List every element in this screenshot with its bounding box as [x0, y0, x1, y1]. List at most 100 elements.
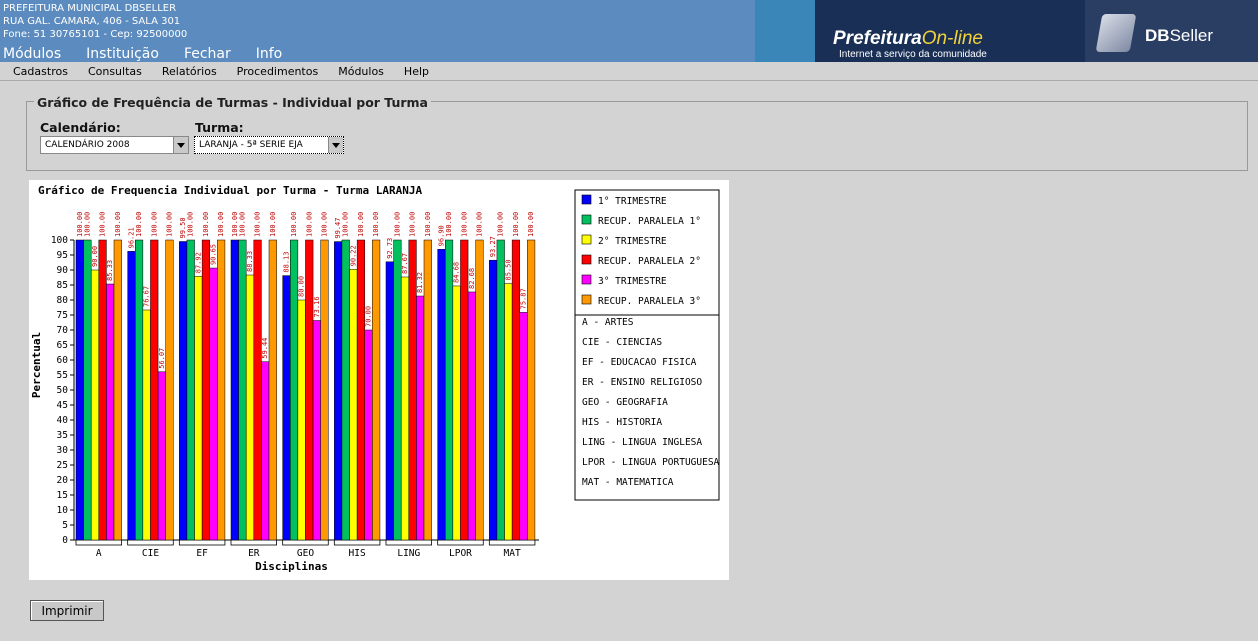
legend-entry: RECUP. PARALELA 1° [598, 216, 701, 227]
data-label: 100.00 [254, 212, 262, 237]
org-name: PREFEITURA MUNICIPAL DBSELLER [3, 3, 177, 14]
bar [527, 239, 536, 541]
data-label: 90.22 [349, 245, 357, 266]
bar [372, 239, 381, 541]
data-label: 56.07 [158, 348, 166, 369]
top-menu-instituicao[interactable]: Instituição [86, 46, 159, 62]
category-base [178, 539, 226, 546]
data-label: 80.00 [298, 276, 306, 297]
turma-label: Turma: [195, 120, 244, 135]
y-tick-label: 20 [57, 475, 69, 486]
data-label: 100.00 [497, 212, 505, 237]
data-label: 96.21 [127, 227, 135, 248]
data-label: 84.68 [453, 262, 461, 283]
data-label: 100.00 [393, 212, 401, 237]
chevron-down-icon[interactable] [173, 137, 188, 153]
legend-entry: 2° TRIMESTRE [598, 236, 667, 247]
bar [437, 249, 446, 541]
print-button[interactable]: Imprimir [30, 600, 104, 621]
bar [452, 285, 461, 541]
x-tick-label: HIS [349, 548, 366, 559]
x-tick-label: ER [248, 548, 260, 559]
bar [194, 275, 203, 541]
fieldset-legend: Gráfico de Frequência de Turmas - Indivi… [34, 95, 431, 110]
legend-swatch [581, 194, 592, 205]
bar [113, 239, 122, 541]
bar [364, 329, 373, 541]
sub-menu-help[interactable]: Help [403, 64, 429, 78]
sub-menu-modulos[interactable]: Módulos [338, 64, 384, 78]
bar [393, 239, 402, 541]
top-menu-info[interactable]: Info [255, 46, 283, 62]
data-label: 100.00 [527, 212, 535, 237]
sub-menu-relatorios[interactable]: Relatórios [161, 64, 217, 78]
sub-menu-procedimentos[interactable]: Procedimentos [236, 64, 319, 78]
bar [334, 241, 343, 541]
organization-info: PREFEITURA MUNICIPAL DBSELLER RUA GAL. C… [3, 2, 187, 41]
calendario-label: Calendário: [40, 120, 121, 135]
category-base [127, 539, 174, 546]
category-base [230, 539, 277, 546]
y-tick-label: 80 [57, 295, 69, 306]
bar [245, 274, 255, 541]
category-base [75, 539, 122, 546]
data-label: 100.00 [217, 212, 225, 237]
data-label: 99.47 [334, 218, 342, 239]
data-label: 93.27 [489, 236, 497, 257]
category-base [385, 539, 432, 546]
bar [496, 239, 505, 541]
bar [90, 269, 100, 541]
data-label: 100.00 [99, 212, 107, 237]
data-label: 100.00 [150, 212, 158, 237]
data-label: 100.00 [320, 212, 328, 237]
bar [385, 261, 394, 541]
glossary-entry: LPOR - LINGUA PORTUGUESA [582, 457, 720, 468]
x-tick-label: MAT [504, 548, 521, 559]
org-address: RUA GAL. CAMARA, 406 - SALA 301 [3, 16, 181, 27]
sub-menu: Cadastros Consultas Relatórios Procedime… [0, 62, 1258, 81]
data-label: 82.68 [468, 268, 476, 289]
data-label: 100.00 [269, 212, 277, 237]
bar [475, 239, 484, 541]
data-label: 76.67 [143, 286, 151, 307]
y-tick-label: 50 [57, 385, 69, 396]
frequency-chart: Gráfico de Frequencia Individual por Tur… [29, 180, 729, 580]
data-label: 85.33 [106, 260, 114, 281]
glossary-entry: HIS - HISTORIA [582, 417, 662, 428]
y-tick-label: 60 [57, 355, 69, 366]
data-label: 100.00 [187, 212, 195, 237]
data-label: 100.00 [238, 212, 246, 237]
bar [268, 239, 277, 541]
y-tick-label: 65 [57, 340, 68, 351]
sub-menu-consultas[interactable]: Consultas [87, 64, 142, 78]
data-label: 100.00 [305, 212, 313, 237]
bar [261, 361, 270, 541]
bar [201, 239, 210, 541]
sub-menu-cadastros[interactable]: Cadastros [13, 64, 68, 78]
bar [230, 239, 239, 541]
bar [157, 371, 166, 541]
top-menu-fechar[interactable]: Fechar [183, 46, 231, 62]
turma-select[interactable]: LARANJA - 5ª SERIE EJA [194, 136, 344, 154]
bar [142, 309, 151, 541]
data-label: 59.44 [261, 338, 269, 359]
y-tick-label: 85 [57, 280, 68, 291]
category-base [488, 539, 536, 546]
y-tick-label: 95 [57, 250, 68, 261]
calendario-select[interactable]: CALENDÁRIO 2008 [40, 136, 189, 154]
data-label: 100.00 [231, 212, 239, 237]
chevron-down-icon[interactable] [328, 137, 343, 153]
bar [423, 239, 432, 541]
legend-entry: 1° TRIMESTRE [598, 196, 667, 207]
bar [135, 239, 144, 541]
glossary-entry: ER - ENSINO RELIGIOSO [582, 377, 702, 388]
data-label: 87.67 [401, 253, 409, 274]
bar [98, 239, 107, 541]
bar [519, 312, 528, 541]
top-menu-modulos[interactable]: Módulos [3, 46, 62, 62]
bar [504, 283, 513, 541]
data-label: 100.00 [342, 212, 350, 237]
data-label: 70.00 [365, 306, 373, 327]
bar [489, 259, 498, 541]
x-tick-label: A [96, 548, 102, 559]
